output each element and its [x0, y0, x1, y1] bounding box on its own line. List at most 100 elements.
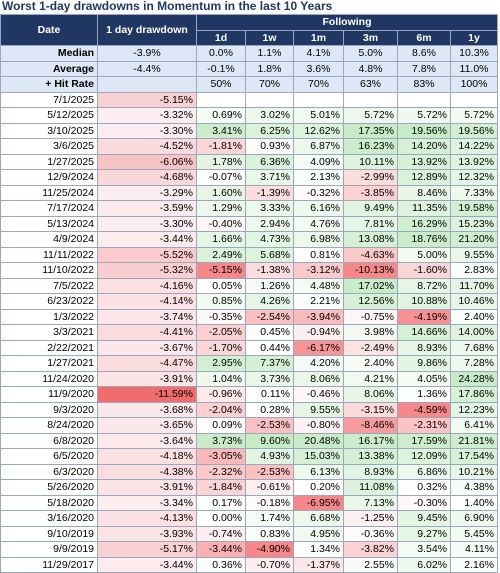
- value-cell: 4.21%: [343, 370, 398, 387]
- value-cell: 20.48%: [293, 432, 344, 449]
- value-cell: -3.91%: [97, 479, 197, 496]
- value-cell: [293, 91, 344, 108]
- data-row: 12/9/2024 -4.68% -0.07% 3.71% 2.13% -2.99% 12.…: [0, 169, 499, 186]
- date-cell: 11/24/2020: [0, 370, 98, 387]
- data-row: 5/12/2025 -3.32% 0.69% 3.02% 5.01% 5.72% 5.72%…: [0, 107, 499, 124]
- value-cell: 7.81%: [343, 215, 398, 232]
- value-cell: -3.44%: [97, 231, 197, 248]
- value-cell: -3.29%: [97, 184, 197, 201]
- value-cell: 0.28%: [245, 401, 294, 418]
- summary-cell: [97, 76, 197, 93]
- value-cell: 12.89%: [397, 169, 451, 186]
- value-cell: -5.17%: [97, 541, 197, 558]
- value-cell: -0.96%: [196, 386, 246, 403]
- value-cell: 13.08%: [343, 231, 398, 248]
- value-cell: -4.13%: [97, 510, 197, 527]
- summary-cell: 10.3%: [449, 45, 499, 62]
- value-cell: 12.32%: [449, 169, 499, 186]
- value-cell: [397, 91, 451, 108]
- value-cell: 2.83%: [449, 262, 499, 279]
- value-cell: 1.74%: [245, 510, 294, 527]
- value-cell: -6.17%: [293, 339, 344, 356]
- summary-cell: + Hit Rate: [0, 76, 98, 93]
- summary-cell: Median: [0, 45, 98, 62]
- data-row: 1/3/2022 -3.74% -0.35% -2.54% -3.94% -0.75% -4…: [0, 308, 499, 325]
- data-row: 7/5/2022 -4.16% 0.05% 1.26% 4.48% 17.02% 8.72%…: [0, 277, 499, 294]
- value-cell: -5.15%: [196, 262, 246, 279]
- value-cell: 6.02%: [397, 556, 451, 573]
- value-cell: -8.46%: [343, 417, 398, 434]
- value-cell: -3.05%: [196, 448, 246, 465]
- value-cell: -2.05%: [196, 324, 246, 341]
- value-cell: 0.11%: [245, 386, 294, 403]
- date-cell: 11/9/2020: [0, 386, 98, 403]
- data-row: 11/9/2020 -11.59% -0.96% 0.11% -0.46% 8.06% 1.…: [0, 386, 499, 403]
- value-cell: -4.90%: [245, 541, 294, 558]
- summary-cell: 50%: [196, 76, 246, 93]
- value-cell: -3.34%: [97, 494, 197, 511]
- value-cell: 2.40%: [449, 308, 499, 325]
- value-cell: -0.18%: [245, 494, 294, 511]
- value-cell: 1.40%: [449, 494, 499, 511]
- value-cell: 4.48%: [293, 277, 344, 294]
- subheader-cell: 6m: [397, 29, 451, 46]
- value-cell: -2.49%: [343, 339, 398, 356]
- value-cell: -3.30%: [97, 215, 197, 232]
- date-cell: 7/5/2022: [0, 277, 98, 294]
- value-cell: -3.68%: [97, 401, 197, 418]
- value-cell: 21.81%: [449, 432, 499, 449]
- value-cell: -3.74%: [97, 308, 197, 325]
- value-cell: -4.38%: [97, 463, 197, 480]
- value-cell: 9.55%: [449, 246, 499, 263]
- data-row: 3/6/2025 -4.52% -1.81% 0.93% 6.87% 16.23% 14.2…: [0, 138, 499, 155]
- value-cell: 24.28%: [449, 370, 499, 387]
- value-cell: 15.23%: [449, 215, 499, 232]
- value-cell: 7.37%: [245, 355, 294, 372]
- value-cell: -0.80%: [293, 417, 344, 434]
- value-cell: 1.66%: [196, 231, 246, 248]
- value-cell: 3.73%: [196, 432, 246, 449]
- value-cell: [196, 91, 246, 108]
- data-row: 8/24/2020 -3.65% 0.09% -2.53% -0.80% -8.46% -2…: [0, 417, 499, 434]
- data-row: 6/3/2020 -4.38% -2.32% -2.53% 6.13% 8.93% 6.86…: [0, 463, 499, 480]
- value-cell: -3.44%: [97, 556, 197, 573]
- value-cell: 17.54%: [449, 448, 499, 465]
- data-row: 7/1/2025 -5.15%: [0, 91, 499, 108]
- value-cell: -2.04%: [196, 401, 246, 418]
- date-cell: 6/23/2022: [0, 293, 98, 310]
- value-cell: 10.11%: [343, 153, 398, 170]
- value-cell: 13.92%: [449, 153, 499, 170]
- value-cell: -2.54%: [245, 308, 294, 325]
- date-cell: 7/17/2024: [0, 200, 98, 217]
- value-cell: -3.12%: [293, 262, 344, 279]
- data-row: 11/29/2017 -3.44% 0.36% -0.70% -1.37% 2.55% 6.…: [0, 556, 499, 573]
- summary-cell: 4.1%: [293, 45, 344, 62]
- date-cell: 1/3/2022: [0, 308, 98, 325]
- value-cell: 19.56%: [397, 122, 451, 139]
- value-cell: -3.93%: [97, 525, 197, 542]
- value-cell: 12.23%: [449, 401, 499, 418]
- value-cell: -4.19%: [397, 308, 451, 325]
- value-cell: 6.13%: [293, 463, 344, 480]
- value-cell: 2.55%: [343, 556, 398, 573]
- value-cell: 2.16%: [449, 556, 499, 573]
- value-cell: -4.59%: [397, 401, 451, 418]
- value-cell: -0.40%: [196, 215, 246, 232]
- data-row: 3/3/2021 -4.41% -2.05% 0.45% -0.94% 3.98% 14.6…: [0, 324, 499, 341]
- value-cell: 2.21%: [293, 293, 344, 310]
- value-cell: -0.75%: [343, 308, 398, 325]
- data-row: 6/23/2022 -4.14% 0.85% 4.26% 2.21% 12.56% 10.8…: [0, 293, 499, 310]
- value-cell: 4.11%: [449, 541, 499, 558]
- data-row: 6/8/2020 -3.64% 3.73% 9.60% 20.48% 16.17% 17.5…: [0, 432, 499, 449]
- value-cell: 0.85%: [196, 293, 246, 310]
- value-cell: 2.49%: [196, 246, 246, 263]
- value-cell: -1.70%: [196, 339, 246, 356]
- value-cell: -0.61%: [245, 479, 294, 496]
- value-cell: 7.33%: [449, 184, 499, 201]
- value-cell: -1.25%: [343, 510, 398, 527]
- value-cell: 2.94%: [245, 215, 294, 232]
- summary-cell: 1.1%: [245, 45, 294, 62]
- value-cell: 4.93%: [245, 448, 294, 465]
- value-cell: 6.16%: [293, 200, 344, 217]
- value-cell: -6.95%: [293, 494, 344, 511]
